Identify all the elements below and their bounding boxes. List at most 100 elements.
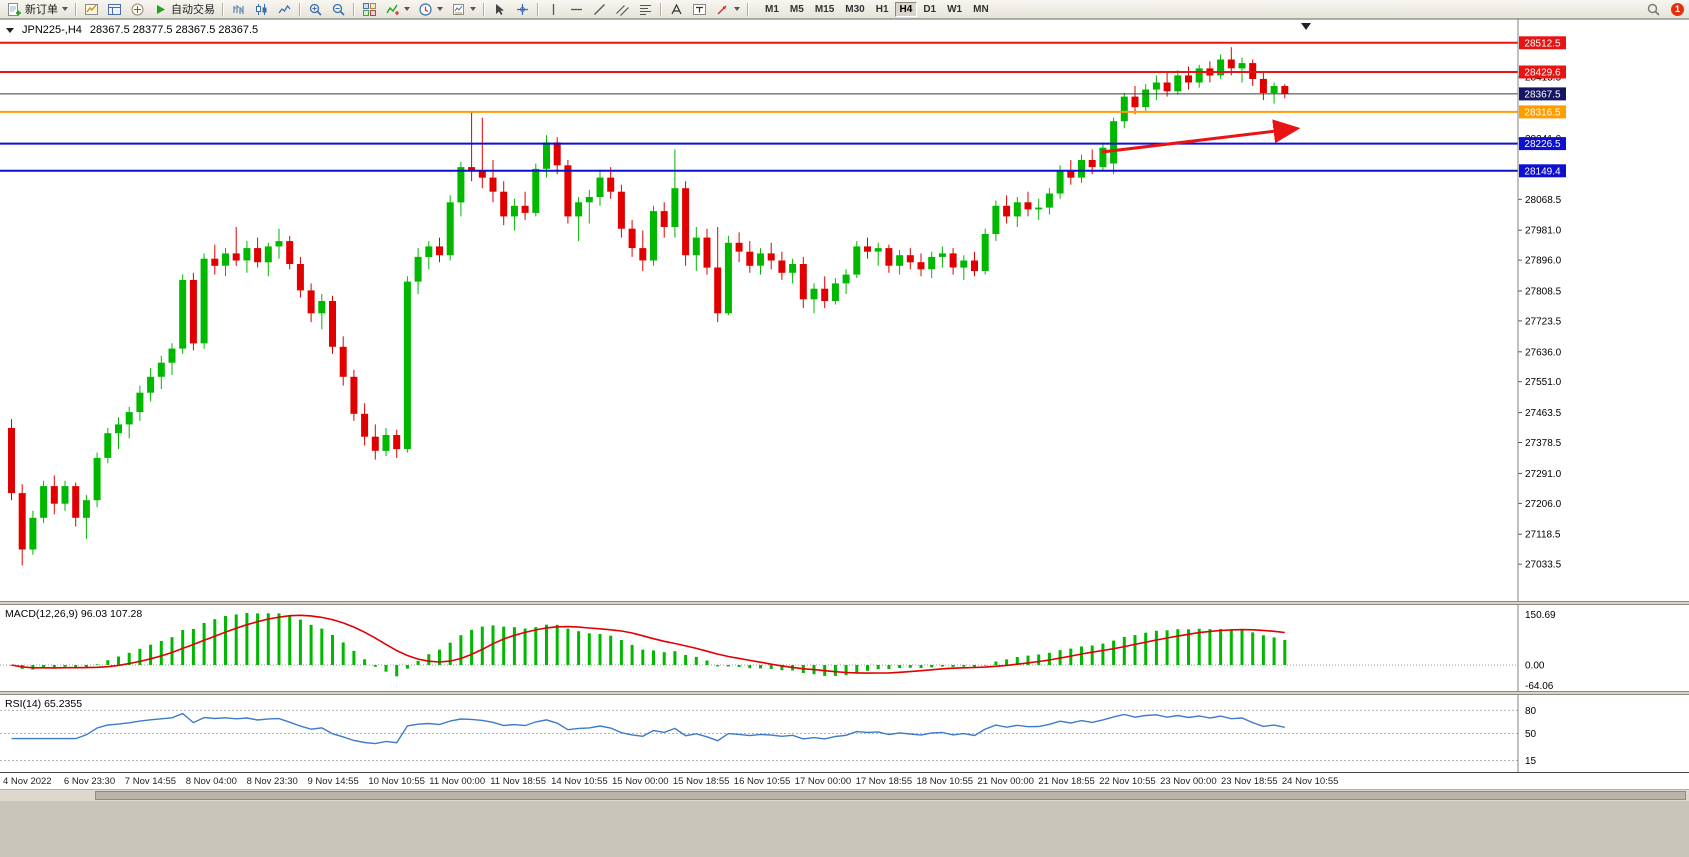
time-axis-label: 21 Nov 18:55 [1038, 776, 1095, 787]
svg-text:27723.5: 27723.5 [1525, 316, 1562, 327]
timeframe-m15[interactable]: M15 [814, 3, 835, 15]
time-axis-label: 10 Nov 10:55 [368, 776, 425, 787]
svg-text:27636.0: 27636.0 [1525, 347, 1562, 358]
main-toolbar: 新订单 自动交易 [0, 0, 1689, 19]
scrollbar-thumb[interactable] [95, 791, 1686, 800]
text-button[interactable] [665, 1, 687, 18]
bottom-area [0, 801, 1689, 857]
navigator-icon [129, 1, 145, 17]
macd-label: MACD(12,26,9) 96.03 107.28 [5, 608, 143, 620]
panel-splitter[interactable] [0, 691, 1689, 695]
horizontal-line-button[interactable] [565, 1, 587, 18]
chart-symbol-label: JPN225-,H4 28367.5 28377.5 28367.5 28367… [6, 24, 258, 36]
vertical-line-button[interactable] [542, 1, 564, 18]
line-chart-icon [276, 1, 292, 17]
bar-chart-button[interactable] [227, 1, 249, 18]
time-axis-label: 14 Nov 10:55 [551, 776, 608, 787]
notification-badge[interactable]: 1 [1671, 2, 1684, 16]
market-watch-button[interactable] [80, 1, 102, 18]
timeframe-m5[interactable]: M5 [789, 3, 804, 15]
horizontal-scrollbar[interactable] [0, 789, 1689, 801]
text-icon [668, 1, 684, 17]
time-axis[interactable]: 4 Nov 2022 6 Nov 23:30 7 Nov 14:55 8 Nov 04… [0, 772, 1689, 789]
time-axis-label: 15 Nov 18:55 [672, 776, 730, 787]
trendline-button[interactable] [588, 1, 610, 18]
market-watch-icon [83, 1, 99, 17]
indicators-caret-icon [404, 7, 410, 11]
arrows-button[interactable] [711, 1, 743, 18]
panel-splitter[interactable] [0, 601, 1689, 605]
rsi-panel[interactable]: 80 50 15 RSI(14) 65.2355 [0, 695, 1689, 772]
templates-icon [450, 1, 466, 17]
data-window-button[interactable] [103, 1, 125, 18]
time-axis-label: 7 Nov 14:55 [124, 776, 177, 787]
fibonacci-button[interactable] [634, 1, 656, 18]
svg-text:50: 50 [1525, 729, 1537, 740]
time-axis-label: 18 Nov 10:55 [916, 776, 974, 787]
svg-text:150.69: 150.69 [1525, 610, 1556, 621]
time-axis-label: 8 Nov 04:00 [185, 776, 237, 787]
time-axis-label: 9 Nov 14:55 [307, 776, 359, 787]
rsi-label: RSI(14) 65.2355 [5, 698, 83, 710]
svg-text:27463.5: 27463.5 [1525, 408, 1562, 419]
search-icon[interactable] [1645, 1, 1661, 17]
timeframe-m1[interactable]: M1 [765, 3, 779, 15]
rsi-plot: 80 50 15 [0, 695, 1537, 772]
timeframe-h1[interactable]: H1 [875, 3, 889, 15]
macd-panel[interactable]: 150.69 0.00 -64.06 MACD(12,26,9) 96.03 107… [0, 605, 1689, 691]
new-order-caret-icon [62, 7, 68, 11]
time-axis-label: 17 Nov 18:55 [855, 776, 913, 787]
timeframe-mn[interactable]: MN [973, 3, 989, 15]
candlestick-chart-button[interactable] [250, 1, 272, 18]
timeframe-h4[interactable]: H4 [894, 1, 918, 17]
symbol-dropdown-icon[interactable] [6, 27, 14, 33]
arrows-caret-icon [734, 7, 740, 11]
trendline-icon [591, 1, 607, 17]
candlestick-chart-icon [253, 1, 269, 17]
cursor-button[interactable] [488, 1, 510, 18]
time-axis-label: 23 Nov 00:00 [1160, 776, 1217, 787]
channel-icon [614, 1, 630, 17]
new-order-button[interactable]: 新订单 [3, 1, 71, 18]
channel-button[interactable] [611, 1, 633, 18]
zoom-out-button[interactable] [327, 1, 349, 18]
data-window-icon [106, 1, 122, 17]
toolbar-separator [537, 2, 538, 16]
new-order-icon [6, 1, 22, 17]
svg-text:27808.5: 27808.5 [1525, 287, 1562, 298]
timeframe-d1[interactable]: D1 [923, 3, 937, 15]
price-chart-plot: 28415.528241.028068.527981.027896.027808… [0, 19, 1689, 601]
indicators-button[interactable] [381, 1, 413, 18]
cursor-icon [491, 1, 507, 17]
svg-text:28068.5: 28068.5 [1525, 195, 1562, 206]
horizontal-line-icon [568, 1, 584, 17]
toolbar-separator [747, 2, 748, 16]
tile-windows-button[interactable] [358, 1, 380, 18]
zoom-in-icon [307, 1, 323, 17]
price-chart-panel[interactable]: 28415.528241.028068.527981.027896.027808… [0, 19, 1689, 601]
svg-text:28512.5: 28512.5 [1524, 38, 1561, 49]
svg-text:-64.06: -64.06 [1525, 681, 1554, 691]
line-chart-button[interactable] [273, 1, 295, 18]
toolbar-separator [75, 2, 76, 16]
periods-button[interactable] [414, 1, 446, 18]
zoom-in-button[interactable] [304, 1, 326, 18]
timeframe-w1[interactable]: W1 [947, 3, 963, 15]
timeframe-toolbar: M1 M5 M15 M30 H1 H4 D1 W1 MN [760, 1, 994, 17]
indicators-icon [384, 1, 400, 17]
text-label-button[interactable] [688, 1, 710, 18]
templates-button[interactable] [447, 1, 479, 18]
crosshair-button[interactable] [511, 1, 533, 18]
auto-trading-button[interactable]: 自动交易 [149, 1, 218, 18]
time-axis-label: 4 Nov 2022 [3, 776, 52, 787]
navigator-button[interactable] [126, 1, 148, 18]
auto-trading-icon [152, 1, 168, 17]
timeframe-m30[interactable]: M30 [845, 3, 865, 15]
toolbar-separator [299, 2, 300, 16]
periods-caret-icon [437, 7, 443, 11]
time-axis-label: 24 Nov 10:55 [1281, 776, 1339, 787]
time-axis-label: 15 Nov 00:00 [612, 776, 669, 787]
time-axis-label: 16 Nov 10:55 [733, 776, 791, 787]
toolbar-separator [483, 2, 484, 16]
crosshair-icon [514, 1, 530, 17]
